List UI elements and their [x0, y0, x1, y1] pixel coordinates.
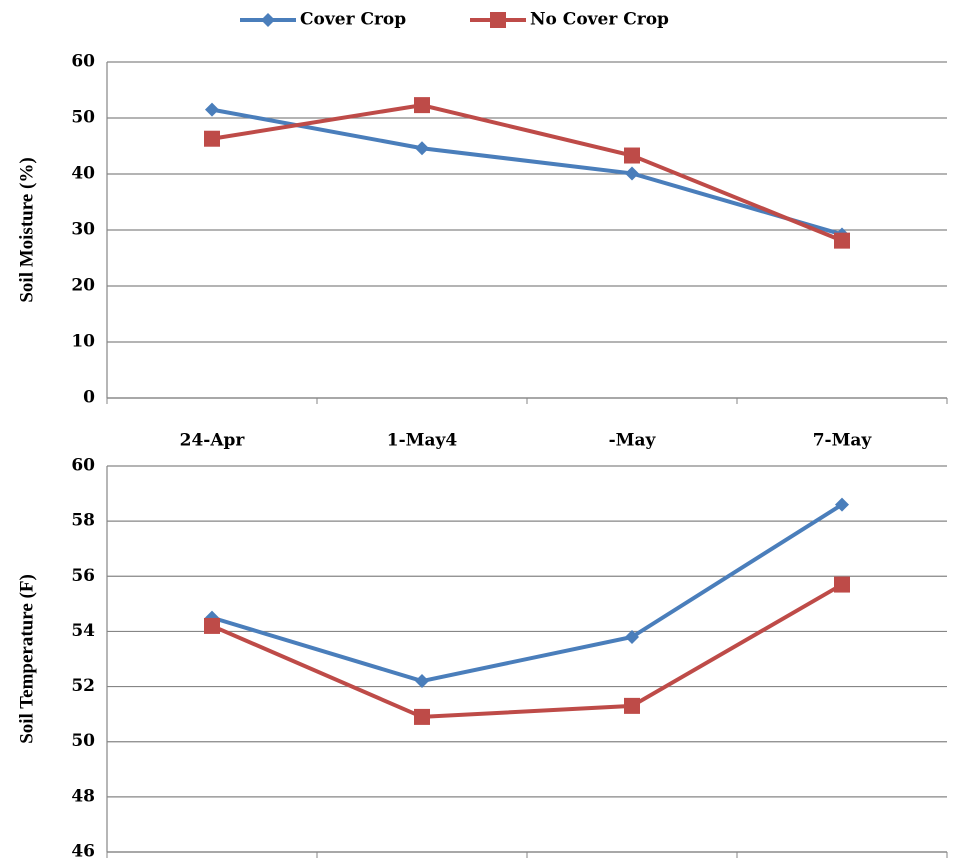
y-tick-label: 50 [71, 731, 95, 751]
y-tick-label: 60 [71, 456, 95, 476]
y-tick-label: 20 [71, 276, 95, 296]
marker [624, 697, 640, 714]
marker [205, 102, 219, 117]
series-line [211, 107, 843, 237]
y-tick-label: 46 [71, 842, 95, 860]
x-tick-label: -May [609, 431, 657, 451]
y-tick-label: 40 [71, 164, 95, 184]
y-tick-label: 54 [71, 621, 95, 641]
y-tick-label: 56 [71, 566, 95, 586]
marker [835, 497, 849, 512]
series-line [211, 582, 844, 719]
y-tick-label: 52 [71, 676, 95, 696]
series-line [211, 502, 844, 684]
y-tick-label: 50 [71, 108, 95, 128]
y-axis-label: Soil Moisture (%) [16, 157, 37, 302]
marker [204, 130, 220, 147]
y-tick-label: 0 [83, 388, 95, 408]
legend-label: No Cover Crop [530, 10, 669, 30]
marker [834, 232, 850, 249]
marker [415, 141, 429, 156]
y-tick-label: 30 [71, 220, 95, 240]
marker [624, 147, 640, 164]
marker [490, 12, 506, 28]
marker [414, 97, 430, 114]
legend-label: Cover Crop [300, 10, 406, 30]
x-tick-label: 24-Apr [180, 431, 246, 451]
y-tick-label: 48 [71, 786, 95, 806]
x-tick-label: 7-May [813, 431, 873, 451]
marker [625, 166, 639, 181]
y-tick-label: 58 [71, 511, 95, 531]
marker [261, 13, 275, 27]
marker [415, 674, 429, 689]
x-tick-label: 1-May4 [387, 431, 458, 451]
y-tick-label: 10 [71, 332, 95, 352]
marker [625, 629, 639, 644]
y-axis-label: Soil Temperature (F) [16, 574, 37, 744]
marker [204, 617, 220, 634]
marker [414, 708, 430, 725]
y-tick-label: 60 [71, 52, 95, 72]
marker [834, 576, 850, 593]
series-line [211, 103, 843, 243]
